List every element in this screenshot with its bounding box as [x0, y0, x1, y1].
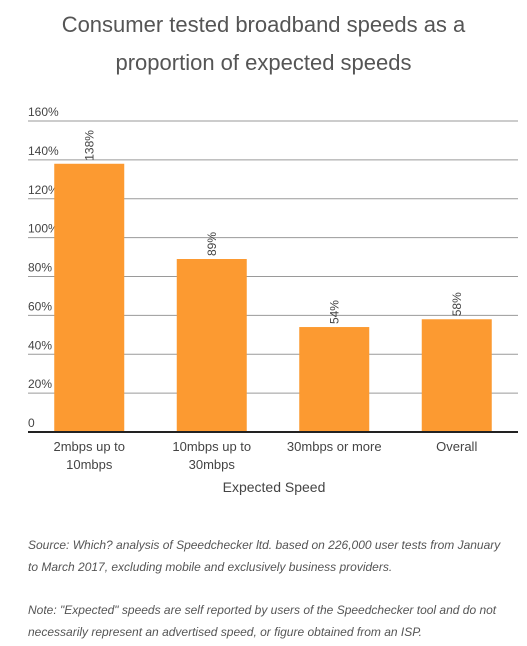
bar-chart: 0 20% 40% 60% 80% 100% 120% 140% 160% 138% 2mbps u…	[28, 105, 518, 495]
x-tick-label: 10mbps up to	[172, 439, 251, 454]
x-axis-title: Expected Speed	[223, 479, 326, 495]
chart-title-line-2: proportion of expected speeds	[115, 50, 412, 75]
y-tick-label: 40%	[28, 338, 52, 352]
x-tick-label: 30mbps or more	[287, 439, 382, 454]
source-note: Source: Which? analysis of Speedchecker …	[28, 538, 501, 574]
chart-title-line-1: Consumer tested broadband speeds as a	[61, 12, 466, 37]
data-label: 58%	[450, 292, 464, 316]
y-tick-label: 80%	[28, 261, 52, 275]
y-tick-label: 140%	[28, 144, 59, 158]
bar	[176, 259, 247, 432]
y-tick-label: 60%	[28, 299, 52, 313]
y-tick-label: 160%	[28, 105, 59, 119]
x-tick-label: 2mbps up to	[53, 439, 125, 454]
bar	[299, 327, 370, 432]
x-tick-label: 30mbps	[189, 457, 236, 472]
data-label: 138%	[82, 130, 96, 161]
expected-speed-note: Note: "Expected" speeds are self reporte…	[28, 603, 497, 639]
y-tick-label: 0	[28, 416, 35, 430]
bar	[54, 163, 125, 432]
y-tick-label: 100%	[28, 222, 59, 236]
data-label: 89%	[205, 232, 219, 256]
bar	[421, 319, 492, 432]
chart-title: Consumer tested broadband speeds as a pr…	[0, 6, 527, 82]
x-tick-label: Overall	[436, 439, 477, 454]
y-tick-label: 20%	[28, 377, 52, 391]
x-tick-label: 10mbps	[66, 457, 113, 472]
y-tick-label: 120%	[28, 183, 59, 197]
data-label: 54%	[327, 300, 341, 324]
